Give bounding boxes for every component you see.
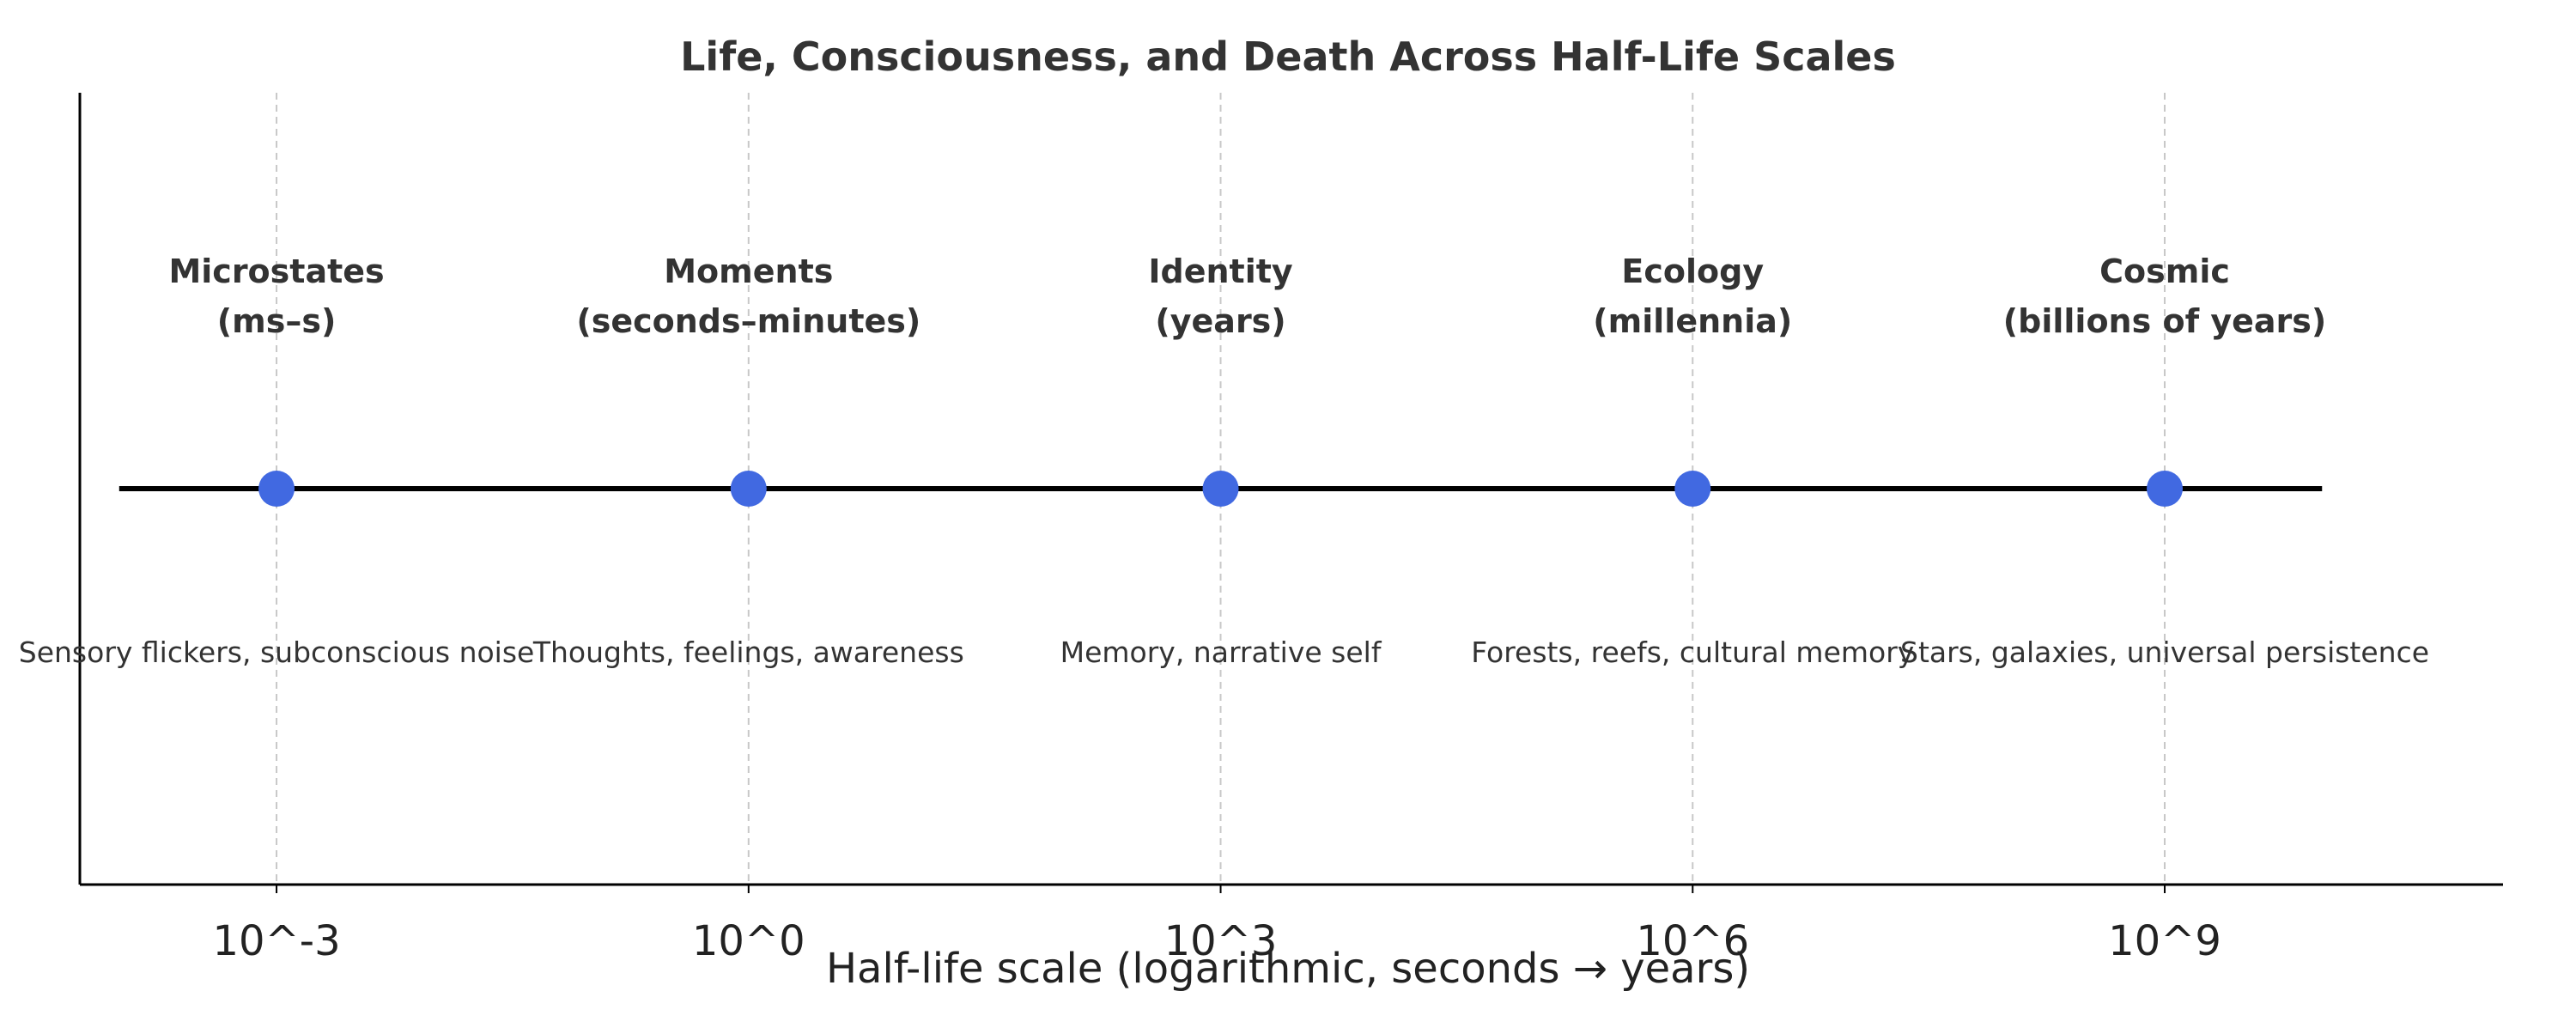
- point-description: Sensory flickers, subconscious noise: [19, 636, 535, 669]
- x-tick-label: 10^9: [2108, 917, 2221, 965]
- point-title-line: Identity: [1148, 252, 1293, 290]
- data-points: [258, 471, 2184, 507]
- data-point-marker: [730, 471, 767, 507]
- axes: [78, 93, 2503, 886]
- point-title-line: (ms–s): [217, 302, 337, 340]
- x-tick-label: 10^-3: [212, 917, 340, 965]
- chart-title: Life, Consciousness, and Death Across Ha…: [680, 33, 1896, 80]
- point-title-line: (billions of years): [2003, 302, 2326, 340]
- point-title-line: Cosmic: [2099, 252, 2230, 290]
- point-title-line: (years): [1155, 302, 1285, 340]
- x-tick-label: 10^0: [692, 917, 805, 965]
- x-tick-label: 10^3: [1164, 917, 1278, 965]
- point-description: Forests, reefs, cultural memory: [1471, 636, 1914, 669]
- x-tick-label: 10^6: [1636, 917, 1749, 965]
- point-description: Stars, galaxies, universal persistence: [1900, 636, 2429, 669]
- point-title-line: Microstates: [168, 252, 384, 290]
- point-title-line: Ecology: [1621, 252, 1764, 290]
- point-description: Thoughts, feelings, awareness: [532, 636, 964, 669]
- point-title-line: Moments: [664, 252, 833, 290]
- tick-labels: 10^-3 10^0 10^3 10^6 10^9: [212, 885, 2221, 965]
- data-point-marker: [1674, 471, 1711, 507]
- data-point-marker: [2147, 471, 2184, 507]
- data-point-marker: [1202, 471, 1239, 507]
- point-title-line: (seconds–minutes): [576, 302, 920, 340]
- point-description: Memory, narrative self: [1060, 636, 1382, 669]
- data-point-marker: [258, 471, 295, 507]
- x-axis-label: Half-life scale (logarithmic, seconds → …: [826, 945, 1750, 993]
- point-labels: Microstates (ms–s) Sensory flickers, subco…: [19, 252, 2429, 669]
- point-title-line: (millennia): [1593, 302, 1792, 340]
